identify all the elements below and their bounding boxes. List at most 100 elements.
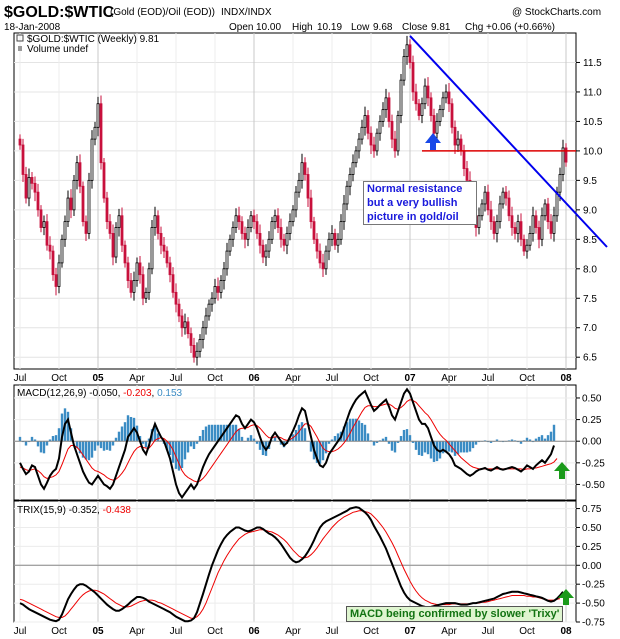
macd-hist-bar [117,431,121,442]
macd-hist-bar [330,439,334,442]
price-x-tick-label: Oct [519,373,535,384]
trix-y-tick-label: 0.25 [582,542,602,553]
macd-hist-bar [174,441,178,469]
candle [351,154,355,182]
trix-x-tick-label: Jul [326,626,339,637]
candle [189,327,193,353]
trix-x-tick-label: Jul [482,626,495,637]
candle [255,214,259,239]
candle-body [435,121,439,134]
candle [66,190,70,228]
trix-x-tick-label: Jul [170,626,183,637]
price-y-tick-label: 8.0 [583,264,597,275]
candle-body [60,238,64,264]
macd-hist-bar [225,424,229,442]
candle-body [168,262,172,276]
candle-body [75,162,79,181]
macd-hist-bar [39,441,43,453]
macd-hist-bar [261,441,265,456]
macd-legend: MACD(12,26,9) -0.050, -0.203, 0.153 [17,388,183,399]
macd-hist-bar [528,439,532,442]
trix-y-tick-label: 0.75 [582,504,602,515]
macd-hist-bar [96,441,100,446]
candle [306,167,310,208]
candle [147,262,151,300]
candle [90,130,94,189]
price-y-tick-label: 10.0 [583,146,603,157]
candle-body [360,126,364,140]
macd-hist-bar [345,422,349,442]
candle-body [492,221,496,234]
candle [108,214,112,239]
price-x-tick-label: 07 [404,373,416,384]
candle-body [24,174,28,199]
price-x-tick-label: Oct [207,373,223,384]
candle-body [318,250,322,264]
candle [102,157,106,203]
candle [390,114,394,149]
macd-hist-bar [423,441,427,453]
trix-x-tick-label: 07 [404,626,416,637]
candle [483,186,487,212]
trix-x-tick-label: Apr [129,626,145,637]
candle-body [459,138,463,152]
candle-body [177,303,181,317]
macd-hist-bar [219,424,223,442]
candle-body [123,244,127,264]
trix-y-tick-label: -0.50 [582,599,605,610]
candle [426,77,430,107]
candle [360,119,364,145]
macd-hist-bar [525,437,529,442]
macd-hist-bar [342,426,346,442]
candle-body [72,179,76,211]
candle-body [342,203,346,223]
candle [273,209,277,230]
candle-body [237,215,241,223]
candle [363,106,367,136]
price-y-tick-label: 7.5 [583,294,597,305]
macd-hist-bar [189,441,193,447]
candle-body [195,350,199,358]
macd-panel-frame [13,384,577,501]
macd-hist-bar [393,441,397,453]
candle [309,189,313,229]
candle-body [339,221,343,240]
candle-body [276,215,280,228]
candle-body [228,238,232,252]
candle-body [63,221,67,240]
candle [150,219,154,275]
candle-body [111,233,115,258]
price-x-tick-label: Jul [170,373,183,384]
candle [369,126,373,154]
candle-body [33,182,37,193]
candle-body [315,238,319,252]
macd-hist-bar [57,428,61,442]
close-label: Close [402,22,428,33]
candle [315,233,319,259]
macd-hist-bar [390,441,394,451]
candle-body [30,177,34,184]
candle [240,216,244,240]
candle [282,233,286,252]
candle-body [297,179,301,193]
macd-hist-bar [231,424,235,442]
candle [549,214,553,239]
candle-body [408,44,412,63]
candle [420,97,424,124]
candle [120,207,124,253]
candle-body [174,291,178,305]
candle-body [546,203,550,223]
candle-body [312,221,316,240]
macd-hist-bar [420,441,424,456]
candle-body [156,215,160,234]
macd-hist-bar [432,441,436,462]
candle [285,226,289,255]
candle-body [540,215,544,240]
candle [270,216,274,245]
candle [39,205,43,233]
candle-body [504,191,508,199]
candle [96,96,100,137]
candle [522,234,526,256]
candle-body [513,227,517,234]
macd-hist-bar [537,436,541,442]
